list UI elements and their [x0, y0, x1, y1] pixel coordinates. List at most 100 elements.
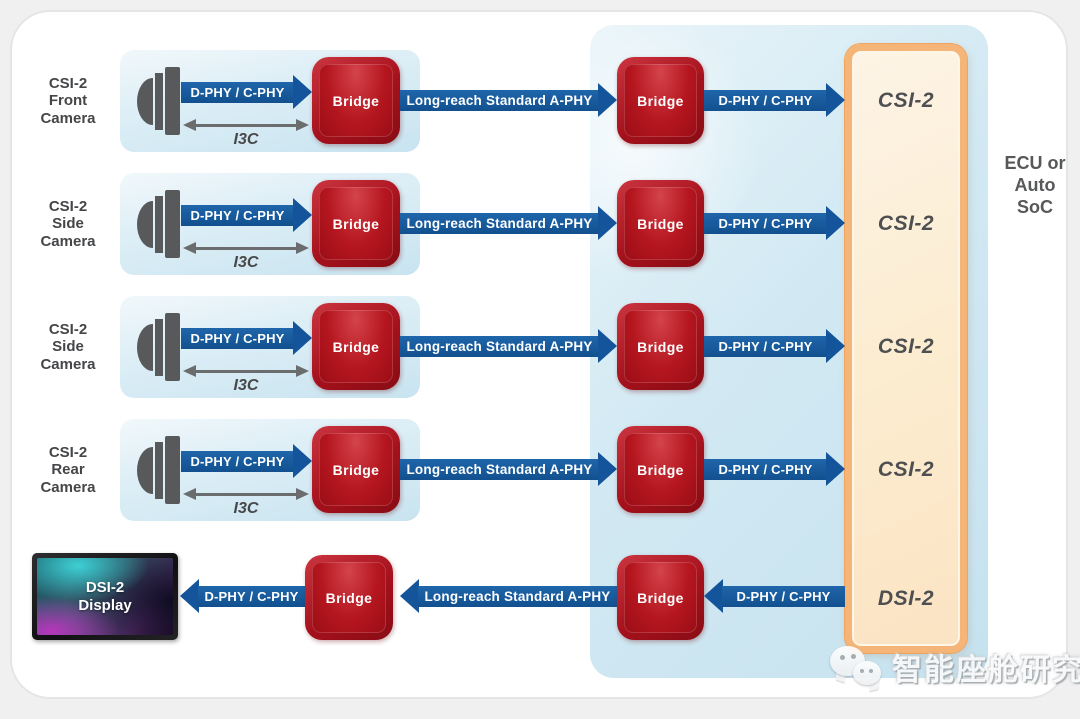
camera-icon [165, 190, 180, 258]
arrow-head-icon [598, 206, 617, 240]
display-row: DSI-2 Display D-PHY / C-PHY Bridge Long-… [0, 551, 1080, 646]
bridge-chip-face: Bridge [319, 187, 393, 260]
i3c-label: I3C [233, 500, 259, 517]
arrow-body: D-PHY / C-PHY [198, 586, 305, 607]
bridge-chip-face: Bridge [319, 433, 393, 506]
dphy-cphy-arrow: D-PHY / C-PHY [704, 206, 845, 240]
arrow-body: D-PHY / C-PHY [704, 459, 827, 480]
i3c-bus: I3C [183, 119, 309, 153]
arrow-head-icon [296, 242, 309, 254]
bridge-chip: Bridge [305, 555, 393, 640]
camera-row-label: CSI-2 Rear Camera [40, 443, 96, 496]
arrow-head-icon [293, 75, 312, 109]
arrow-body: D-PHY / C-PHY [704, 336, 827, 357]
arrow-label: Long-reach Standard A-PHY [424, 589, 611, 604]
arrow-head-icon [598, 83, 617, 117]
bridge-chip: Bridge [312, 57, 400, 144]
display-monitor: DSI-2 Display [32, 553, 178, 640]
camera-row-label: CSI-2 Side Camera [40, 197, 96, 250]
arrow-head-icon [598, 329, 617, 363]
arrow-label: Long-reach Standard A-PHY [406, 462, 593, 477]
arrow-body: D-PHY / C-PHY [181, 205, 294, 226]
dphy-cphy-arrow: D-PHY / C-PHY [181, 198, 312, 232]
bridge-label: Bridge [332, 92, 380, 109]
soc-port-label: CSI-2 [877, 335, 935, 358]
aphy-link-arrow: Long-reach Standard A-PHY [400, 452, 617, 486]
soc-port-label: CSI-2 [877, 89, 935, 112]
aphy-link-arrow: Long-reach Standard A-PHY [400, 579, 617, 613]
camera-icon [155, 442, 163, 499]
soc-interface-box [845, 44, 967, 653]
arrow-head-icon [293, 321, 312, 355]
arrow-label: D-PHY / C-PHY [736, 589, 831, 604]
arrow-body: D-PHY / C-PHY [704, 90, 827, 111]
arrow-label: D-PHY / C-PHY [718, 462, 813, 477]
arrow-label: Long-reach Standard A-PHY [406, 216, 593, 231]
arrow-label: D-PHY / C-PHY [718, 339, 813, 354]
wechat-eye [851, 654, 856, 659]
arrow-head-icon [296, 488, 309, 500]
camera-icon [137, 78, 153, 125]
arrow-label: Long-reach Standard A-PHY [406, 93, 593, 108]
arrow-body: Long-reach Standard A-PHY [400, 459, 599, 480]
bridge-chip-face: Bridge [319, 310, 393, 383]
bridge-chip: Bridge [617, 426, 704, 513]
camera-row-side-1: CSI-2 Side Camera D-PHY / C-PHY I3C Brid… [0, 173, 1080, 275]
dphy-cphy-arrow: D-PHY / C-PHY [704, 579, 845, 613]
arrow-label: D-PHY / C-PHY [190, 208, 285, 223]
camera-row-label: CSI-2 Side Camera [40, 320, 96, 373]
bridge-chip: Bridge [312, 180, 400, 267]
camera-icon [137, 447, 153, 494]
arrow-body: Long-reach Standard A-PHY [400, 336, 599, 357]
arrow-head-icon [183, 119, 196, 131]
bridge-label: Bridge [637, 461, 684, 478]
display-label: DSI-2 Display [78, 579, 132, 614]
camera-icon [165, 436, 180, 504]
wechat-eye [869, 669, 873, 673]
ecu-label: ECU or Auto SoC [1004, 153, 1066, 217]
i3c-bus: I3C [183, 365, 309, 399]
arrow-body: D-PHY / C-PHY [181, 82, 294, 103]
arrow-body: Long-reach Standard A-PHY [400, 213, 599, 234]
arrow-label: D-PHY / C-PHY [204, 589, 299, 604]
soc-port-label: CSI-2 [877, 212, 935, 235]
soc-port-label: CSI-2 [877, 458, 935, 481]
bridge-label: Bridge [637, 92, 684, 109]
camera-row-label: CSI-2 Front Camera [40, 74, 96, 127]
dphy-cphy-arrow: D-PHY / C-PHY [181, 321, 312, 355]
bridge-chip-face: Bridge [312, 562, 386, 633]
watermark: 智能座舱研究 [828, 641, 1080, 693]
i3c-label: I3C [233, 131, 259, 148]
dphy-cphy-arrow: D-PHY / C-PHY [181, 444, 312, 478]
arrow-head-icon [400, 579, 419, 613]
arrow-body: D-PHY / C-PHY [704, 213, 827, 234]
camera-icon [137, 324, 153, 371]
arrow-head-icon [704, 579, 723, 613]
arrow-label: Long-reach Standard A-PHY [406, 339, 593, 354]
camera-row-rear: CSI-2 Rear Camera D-PHY / C-PHY I3C Brid… [0, 419, 1080, 521]
arrow-body: Long-reach Standard A-PHY [400, 90, 599, 111]
dphy-cphy-arrow: D-PHY / C-PHY [704, 452, 845, 486]
bridge-label: Bridge [332, 338, 380, 355]
i3c-line [193, 370, 299, 373]
bridge-label: Bridge [325, 589, 373, 606]
camera-icon [165, 313, 180, 381]
arrow-body: D-PHY / C-PHY [181, 451, 294, 472]
arrow-body: D-PHY / C-PHY [181, 328, 294, 349]
bridge-chip-face: Bridge [624, 310, 697, 383]
wechat-eye [860, 669, 864, 673]
arrow-body: Long-reach Standard A-PHY [418, 586, 617, 607]
bridge-chip: Bridge [617, 555, 704, 640]
i3c-line [193, 493, 299, 496]
arrow-body: D-PHY / C-PHY [722, 586, 845, 607]
camera-icon [155, 319, 163, 376]
bridge-chip-face: Bridge [319, 64, 393, 137]
wechat-bubble-icon [853, 661, 881, 685]
arrow-label: D-PHY / C-PHY [190, 454, 285, 469]
camera-row-side-2: CSI-2 Side Camera D-PHY / C-PHY I3C Brid… [0, 296, 1080, 398]
bridge-label: Bridge [332, 215, 380, 232]
arrow-head-icon [296, 119, 309, 131]
dphy-cphy-arrow: D-PHY / C-PHY [181, 75, 312, 109]
bridge-chip: Bridge [617, 180, 704, 267]
